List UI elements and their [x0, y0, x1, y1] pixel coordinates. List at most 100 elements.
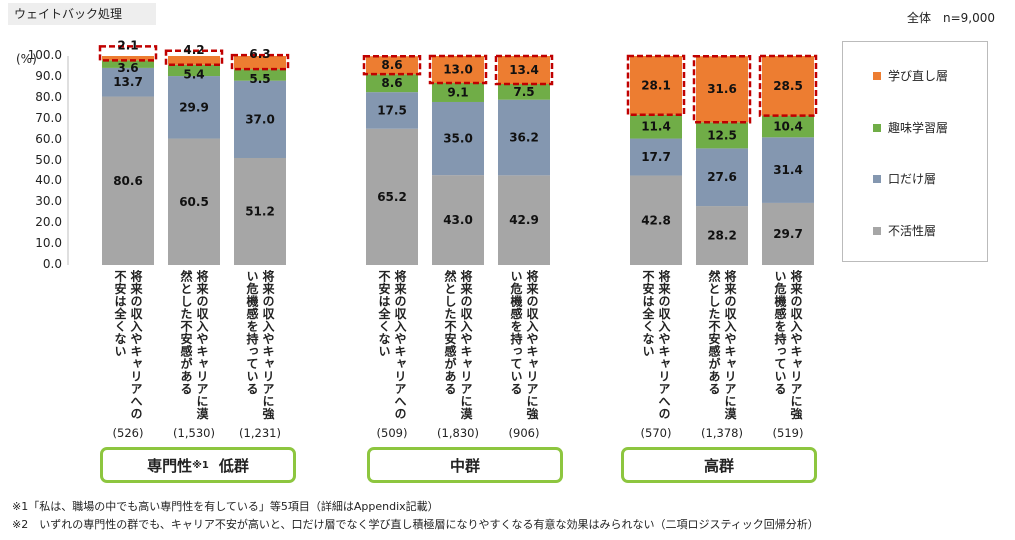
bar-segment — [366, 128, 418, 265]
sample-size-label: (1,231) — [239, 426, 281, 440]
data-label: 35.0 — [443, 132, 473, 146]
data-label: 65.2 — [377, 190, 407, 204]
data-label: 29.7 — [773, 227, 803, 241]
bar-segment — [696, 148, 748, 207]
data-label: 27.6 — [707, 170, 737, 184]
bar-segment — [432, 175, 484, 265]
data-label: 43.0 — [443, 213, 473, 227]
group-name: 中群 — [449, 456, 480, 475]
bar-segment — [168, 64, 220, 77]
data-label: 3.6 — [117, 61, 138, 75]
y-tick-label: 80.0 — [35, 89, 62, 104]
bar-segment — [102, 60, 154, 68]
bar-segment — [432, 56, 484, 83]
data-label: 28.5 — [773, 79, 803, 93]
bar-segment — [498, 84, 550, 100]
category-label: 将来の収入やキャリアに漠然とした不安感がある — [443, 270, 473, 420]
highlight-box — [692, 54, 752, 124]
bar-segment — [762, 115, 814, 138]
bar-segment — [234, 69, 286, 81]
highlight-box — [428, 54, 488, 85]
bar-segment — [102, 96, 154, 266]
data-label: 11.4 — [641, 120, 671, 134]
bar-segment — [696, 56, 748, 123]
data-label: 2.1 — [117, 38, 138, 52]
weight-back-tag: ウェイトバック処理 — [8, 3, 156, 25]
data-label: 6.3 — [249, 47, 270, 61]
y-tick-label: 40.0 — [35, 173, 62, 188]
data-label: 13.0 — [443, 62, 473, 76]
highlight-box — [98, 45, 158, 62]
highlight-box — [626, 54, 686, 116]
bar-segment — [432, 101, 484, 176]
sample-size-label: (570) — [640, 426, 672, 440]
data-label: 60.5 — [179, 195, 209, 209]
sample-size-label: (906) — [508, 426, 540, 440]
data-label: 42.8 — [641, 213, 671, 227]
legend-label: 趣味学習層 — [888, 121, 949, 135]
footnote-1: ※1「私は、職場の中でも高い専門性を有している」等5項目（詳細はAppendix… — [12, 500, 439, 513]
category-label: 将来の収入やキャリアに漠然とした不安感がある — [707, 270, 737, 420]
bar-segment — [234, 80, 286, 158]
legend: 学び直し層趣味学習層口だけ層不活性層 — [842, 41, 988, 262]
bar-segment — [102, 67, 154, 97]
legend-label: 口だけ層 — [888, 172, 937, 186]
data-label: 80.6 — [113, 174, 143, 188]
bar-segment — [498, 175, 550, 265]
y-tick-label: 10.0 — [35, 236, 62, 251]
bar-segment — [762, 202, 814, 265]
bar-segment — [498, 56, 550, 85]
bar-segment — [696, 122, 748, 149]
category-label: 将来の収入やキャリアへの不安は全くない — [641, 270, 671, 420]
highlight-box — [494, 54, 554, 86]
legend-swatch — [873, 226, 881, 235]
data-label: 5.5 — [249, 72, 270, 86]
legend-label: 不活性層 — [888, 224, 937, 238]
data-label: 51.2 — [245, 204, 275, 218]
sample-size-label: (1,830) — [437, 426, 479, 440]
data-label: 31.4 — [773, 163, 803, 177]
bar-segment — [234, 56, 286, 70]
group-label: 中群 — [367, 447, 563, 483]
category-label: 将来の収入やキャリアへの不安は全くない — [377, 270, 407, 420]
bar-segment — [366, 56, 418, 75]
bar-segment — [366, 74, 418, 93]
group-footnote-mark: ※1 — [192, 459, 209, 471]
y-tick-label: 60.0 — [35, 131, 62, 146]
legend-item: 口だけ層 — [873, 170, 936, 187]
data-label: 8.6 — [381, 76, 402, 90]
y-axis-unit: (%) — [16, 52, 37, 66]
legend-label: 学び直し層 — [888, 69, 949, 83]
y-tick-label: 20.0 — [35, 215, 62, 230]
y-tick-label: 70.0 — [35, 110, 62, 125]
group-name-suffix: 低群 — [218, 456, 249, 475]
footnote-2: ※2 いずれの専門性の群でも、キャリア不安が高いと、口だけ層でなく学び直し積極層… — [12, 518, 819, 531]
bar-segment — [630, 175, 682, 265]
sample-size-label: (519) — [772, 426, 804, 440]
highlight-box — [230, 53, 290, 71]
sample-size-label: (526) — [112, 426, 144, 440]
legend-item: 学び直し層 — [873, 67, 948, 84]
data-label: 4.2 — [183, 43, 204, 57]
sample-size-label: (509) — [376, 426, 408, 440]
group-name: 高群 — [703, 456, 734, 475]
data-label: 12.5 — [707, 128, 737, 142]
data-label: 13.4 — [509, 63, 539, 77]
bar-segment — [168, 56, 220, 65]
legend-item: 不活性層 — [873, 222, 936, 239]
data-label: 28.1 — [641, 78, 671, 92]
data-label: 5.4 — [183, 67, 204, 81]
data-label: 31.6 — [707, 82, 737, 96]
data-label: 42.9 — [509, 213, 539, 227]
y-tick-label: 100.0 — [27, 48, 62, 62]
data-label: 7.5 — [513, 85, 534, 99]
legend-item: 趣味学習層 — [873, 119, 948, 136]
bar-segment — [630, 56, 682, 115]
y-tick-label: 0.0 — [42, 257, 62, 271]
bar-segment — [762, 137, 814, 203]
category-label: 将来の収入やキャリアに強い危機感を持っている — [509, 270, 539, 420]
category-label: 将来の収入やキャリアに漠然とした不安感がある — [179, 270, 209, 420]
group-name: 専門性 — [147, 456, 193, 475]
data-label: 29.9 — [179, 100, 209, 114]
